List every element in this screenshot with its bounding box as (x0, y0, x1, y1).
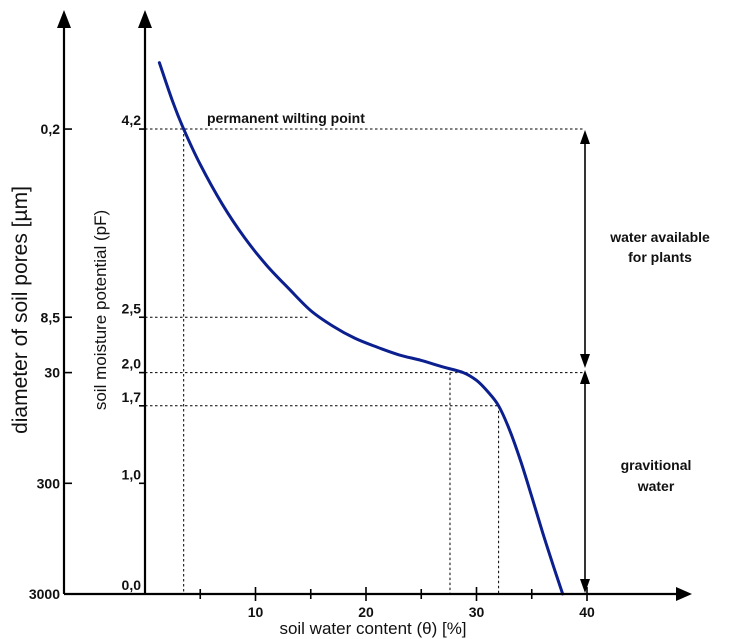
pf-tick-label-1: 1,0 (122, 466, 142, 482)
reference-lines (145, 128, 585, 594)
pf-tick-label-4: 2,5 (122, 300, 142, 316)
x-tick-label-40: 40 (579, 604, 595, 620)
pf-axis-title: soil moisture potential (pF) (91, 210, 110, 410)
available-water-label-line2: for plants (628, 249, 692, 265)
gravitational-water-label-line1: gravitional (621, 457, 692, 473)
pf-tick-label-2: 1,7 (122, 389, 142, 405)
pore-axis-title: diameter of soil pores [µm] (9, 186, 32, 434)
available-water-top-arrow (580, 130, 590, 144)
retention-curve-layer (157, 61, 565, 596)
retention-curve (157, 61, 565, 596)
pf-tick-label-3: 2,0 (122, 356, 142, 372)
available-water-bottom-arrow (580, 354, 590, 368)
pore-axis-arrow (57, 10, 71, 28)
pf-tick-label-0: 0,0 (122, 577, 142, 593)
gravitational-water-label-line2: water (637, 478, 675, 494)
axis-tick-labels: 10 20 30 40 0,0 3000 1,0 300 1,7 2,0 30 2,5 8,5 4,2 0,… (29, 112, 595, 620)
gravitational-water-top-arrow (580, 370, 590, 384)
pf-tick-label-5: 4,2 (122, 112, 142, 128)
pore-tick-label-5: 0,2 (41, 121, 61, 137)
x-axis-title: soil water content (θ) [%] (279, 619, 466, 638)
pore-tick-label-1: 300 (37, 475, 61, 491)
pore-tick-label-4: 8,5 (41, 309, 61, 325)
axis-ticks (64, 128, 588, 601)
pore-tick-label-3: 30 (44, 365, 60, 381)
available-water-label-line1: water available (609, 229, 710, 245)
pf-axis-arrow (138, 10, 152, 28)
gravitational-water-bottom-arrow (580, 579, 590, 593)
x-tick-label-30: 30 (469, 604, 485, 620)
x-axis-arrow (676, 587, 692, 601)
wilting-point-label: permanent wilting point (207, 110, 365, 126)
x-tick-label-20: 20 (358, 604, 374, 620)
x-tick-label-10: 10 (248, 604, 264, 620)
pore-tick-label-0: 3000 (29, 586, 60, 602)
